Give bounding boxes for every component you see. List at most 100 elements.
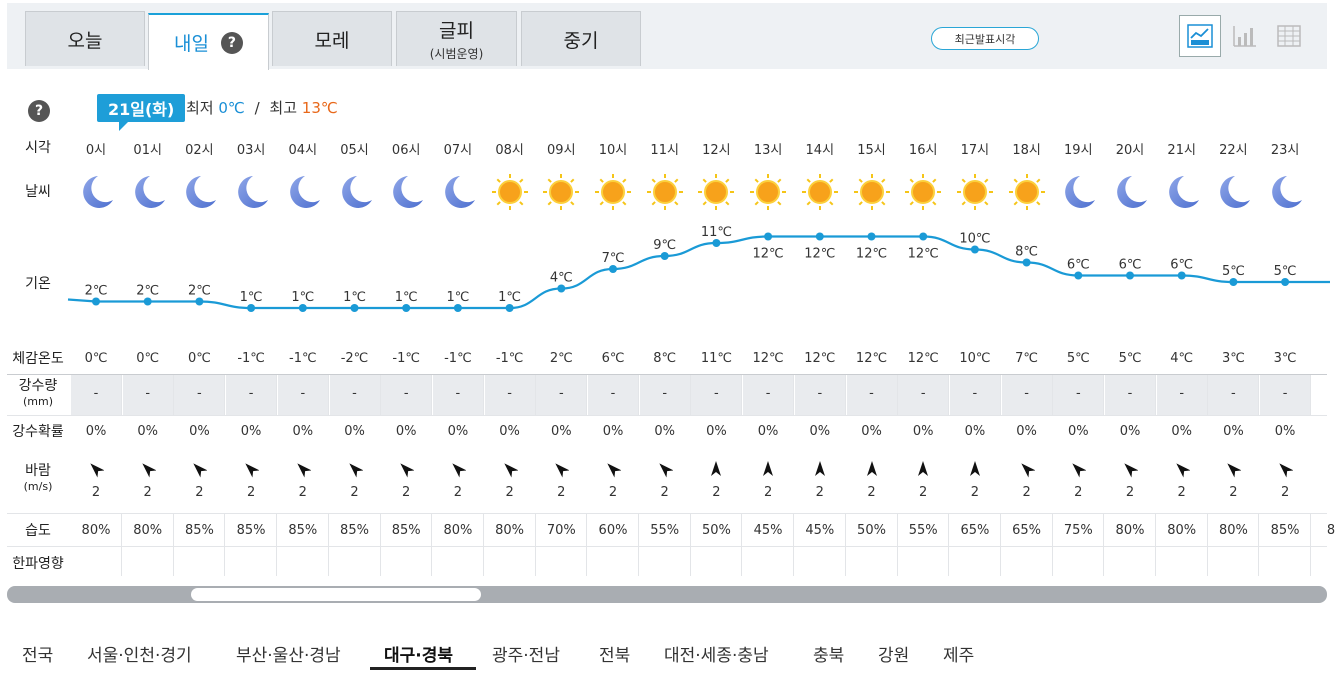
rain-cell-bg [1105,375,1155,415]
wind-direction-icon [140,460,157,478]
rain-prob-value: 0% [912,424,934,439]
rain-amount-value: - [1075,386,1081,401]
feels-like-value: 10℃ [959,351,991,366]
region-tab-3[interactable]: 대구·경북 [384,646,454,666]
wind-speed-value: 2 [453,485,463,500]
temp-point [143,297,152,306]
humidity-value: 50% [701,523,731,538]
table-view-button[interactable] [1268,15,1310,57]
rain-cell-bg [1260,375,1311,415]
humidity-value: 80% [443,523,473,538]
temp-label: 12℃ [804,247,835,262]
column-divider [741,375,743,415]
wind-speed-value: 2 [867,485,876,500]
rain-prob-value: 0% [447,424,469,439]
humidity-value: 80% [1167,523,1197,538]
wind-speed-value: 2 [815,485,824,500]
feels-like-value: 12℃ [907,351,939,366]
wind-speed-value: 2 [298,485,307,500]
hour-label: 04시 [288,143,318,158]
moon-icon [1162,172,1202,212]
bar-chart-view-button[interactable] [1224,15,1266,57]
bar-chart-icon [1233,26,1256,47]
tab-today[interactable]: 오늘 [25,11,145,66]
rain-cell-bg [846,375,897,415]
feels-like-value: 0℃ [187,351,211,366]
region-tab-7[interactable]: 충북 [813,646,845,666]
column-divider [482,375,484,415]
moon-icon [283,172,323,212]
sun-icon [541,172,581,212]
separator [7,546,1327,547]
temp-label: 7℃ [602,251,625,266]
wind-direction-icon [191,460,208,478]
column-divider [224,514,226,576]
temp-point [1022,258,1031,267]
region-tab-1[interactable]: 서울·인천·경기 [87,646,192,666]
rain-amount-value: - [920,386,926,401]
column-divider [896,375,898,415]
tab-three-days[interactable]: 글피 (시범운영) [396,11,517,66]
wind-speed-value: 2 [1280,485,1290,500]
scrollbar-thumb[interactable] [191,588,481,601]
column-divider [689,375,691,415]
wind-direction-icon [657,460,674,478]
column-divider [327,514,329,576]
hour-label: 15시 [857,143,886,158]
feels-like-value: 7℃ [1015,351,1039,366]
summary-separator: / [254,99,260,117]
rain-prob-value: 0% [499,424,520,439]
temp-point [298,304,307,312]
region-tab-4[interactable]: 광주·전남 [492,646,560,666]
hour-label: 21시 [1167,143,1196,158]
region-tab-5[interactable]: 전북 [599,646,631,666]
feels-like-value: 3℃ [1221,351,1245,366]
rain-prob-value: 0% [809,424,831,439]
temp-point [557,284,566,293]
wind-speed-value: 2 [1074,485,1083,500]
rain-prob-value: 0% [602,424,624,439]
tab-tomorrow[interactable]: 내일 ? [148,13,269,70]
region-tab-8[interactable]: 강원 [878,646,910,666]
recent-release-button[interactable]: 최근발표시각 [931,27,1039,50]
wind-direction-icon [450,460,467,478]
temp-point [660,252,669,260]
column-divider [1155,514,1156,576]
column-divider [999,375,1001,415]
region-tab-9[interactable]: 제주 [943,646,975,666]
humidity-value: 80% [495,523,525,538]
tab-day-after[interactable]: 모레 [272,11,392,66]
rain-amount-value: - [93,386,99,401]
row-label-feels: 체감온도 [12,351,64,367]
rain-cell-bg [277,375,328,415]
region-tab-2[interactable]: 부산·울산·경남 [236,646,341,666]
hour-label: 17시 [960,143,990,158]
column-divider [534,514,536,576]
tab-midterm[interactable]: 중기 [521,11,641,66]
column-divider [224,375,226,415]
rain-prob-value: 0% [137,424,158,439]
rain-cell-bg [743,375,794,415]
temp-label: 12℃ [908,247,939,262]
moon-icon [179,172,219,212]
rain-prob-value: 0% [1067,424,1089,439]
region-tab-0[interactable]: 전국 [22,646,54,666]
help-icon[interactable]: ? [220,31,243,54]
hour-label: 08시 [495,143,524,158]
line-chart-view-button[interactable] [1179,15,1221,57]
row-label-humidity: 습도 [25,523,51,539]
region-tab-6[interactable]: 대전·세종·충남 [664,646,769,666]
moon-icon [231,172,271,212]
moon-icon [1213,172,1253,212]
temp-label: 12℃ [753,247,784,262]
wind-unit: (m/s) [23,480,53,493]
feels-like-value: 5℃ [1066,351,1090,366]
hour-label: 22시 [1219,143,1248,158]
hour-label: 0시 [85,143,107,158]
chart-help-icon[interactable]: ? [28,100,50,122]
rain-amount-value: - [197,386,202,401]
column-divider [948,375,950,415]
column-divider [379,514,381,576]
temp-label: 11℃ [701,225,732,240]
wind-speed-value: 2 [91,485,101,500]
